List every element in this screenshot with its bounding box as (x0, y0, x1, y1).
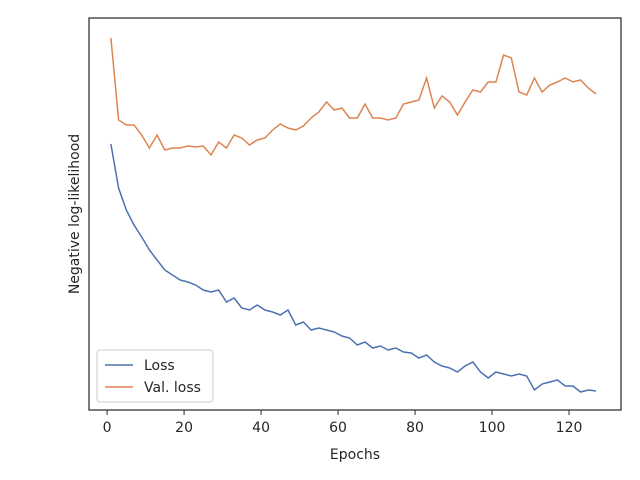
data-line (110, 37, 597, 157)
legend-label: Loss (144, 358, 175, 374)
x-tick-label: 20 (175, 420, 193, 436)
x-tick-label: 60 (329, 420, 347, 436)
x-tick-label: 0 (103, 420, 112, 436)
legend-box (96, 349, 214, 403)
x-axis-label: Epochs (330, 447, 380, 463)
x-tick-label: 40 (252, 420, 270, 436)
data-line (110, 143, 597, 393)
x-tick-label: 80 (406, 420, 424, 436)
plot-frame (88, 17, 622, 411)
legend-label: Val. loss (144, 380, 201, 396)
x-tick-label: 100 (479, 420, 506, 436)
x-tick-label: 120 (556, 420, 583, 436)
y-axis-label: Negative log-likelihood (67, 134, 83, 294)
legend: Loss Val. loss (96, 349, 214, 403)
